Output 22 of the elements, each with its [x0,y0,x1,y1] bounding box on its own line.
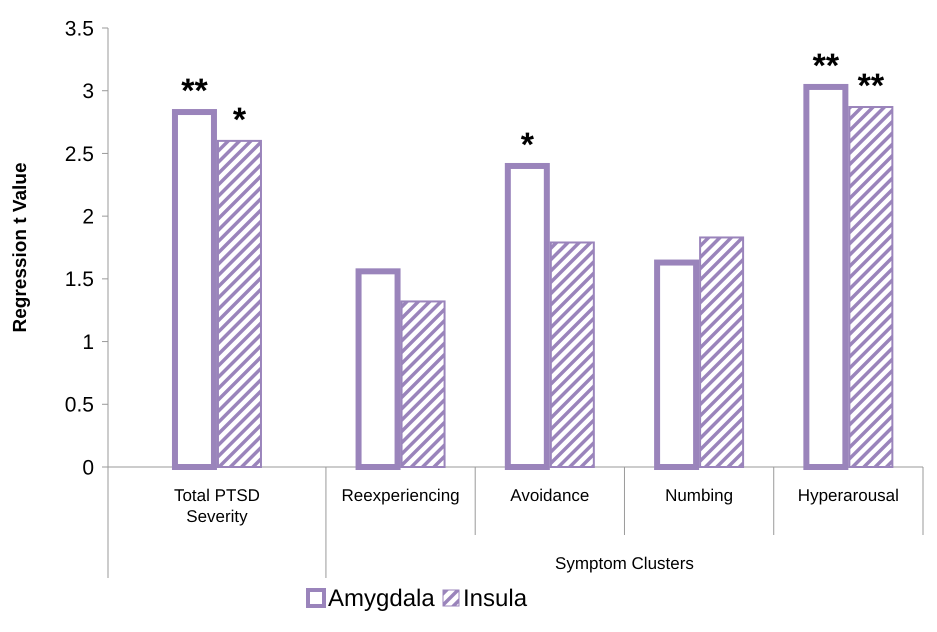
data-label: ** [181,72,208,110]
data-label: * [520,126,535,164]
y-tick-label: 0 [82,456,94,480]
y-tick-label: 3.5 [64,17,94,40]
x-tick-label: Hyperarousal [798,486,899,505]
x-tick-label: Reexperiencing [341,486,460,505]
data-label: ** [812,46,840,85]
data-label: * [232,100,247,139]
y-tick-label: 1 [82,330,94,354]
y-tick-label: 2 [82,205,94,228]
x-tick-label: Total PTSD Severity [174,486,260,526]
x-tick-label: Numbing [665,486,734,505]
y-tick-label: 1.5 [64,268,94,292]
legend-label: Insula [463,585,528,612]
x-tick-label: Avoidance [510,486,590,505]
text: Symptom Clusters [555,554,694,573]
y-tick-label: 0.5 [64,394,94,417]
y-tick-label: 2.5 [64,142,94,166]
data-label: ** [858,67,885,106]
y-tick-label: 3 [82,80,94,104]
legend-label: Amygdala [328,585,436,612]
y-axis-title: Regression t Value [10,162,31,333]
